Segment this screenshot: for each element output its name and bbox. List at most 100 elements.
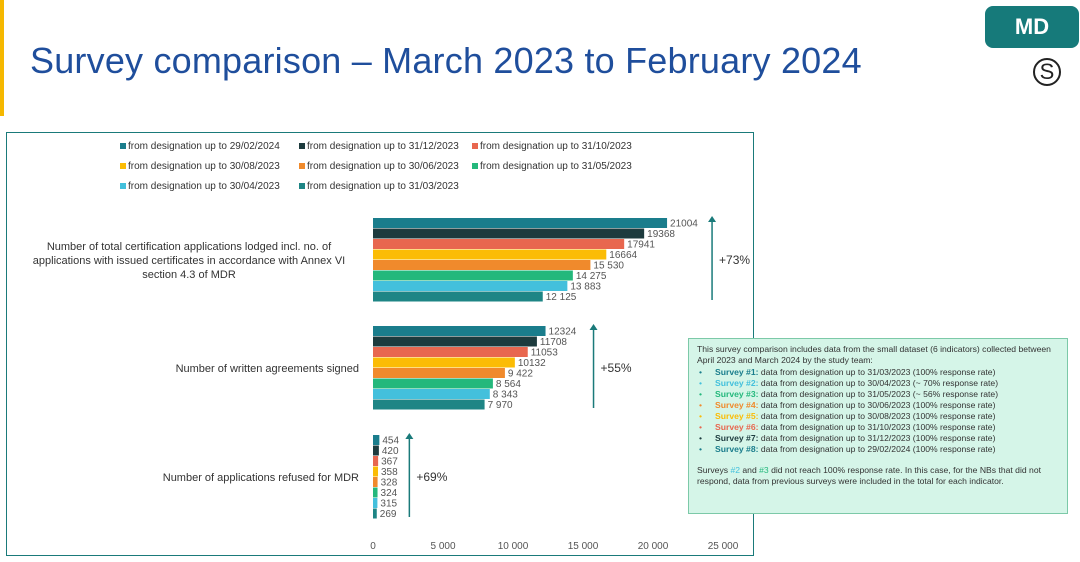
legend-label: from designation up to 29/02/2024	[128, 141, 280, 152]
legend-swatch	[472, 143, 478, 149]
bar-value-label: 15 530	[593, 261, 624, 272]
bar	[373, 249, 607, 260]
survey-item: • Survey #3: data from designation up to …	[697, 389, 1059, 400]
survey-item: • Survey #1: data from designation up to …	[697, 367, 1059, 378]
bar	[373, 357, 515, 368]
survey-item: • Survey #5: data from designation up to …	[697, 411, 1059, 422]
footer-survey-3: #3	[759, 465, 769, 475]
survey-text: data from designation up to 30/08/2023 (…	[758, 411, 996, 421]
bar-value-label: 10132	[518, 358, 546, 369]
bar-value-label: 12 125	[546, 292, 577, 303]
footer-survey-2: #2	[730, 465, 740, 475]
legend-label: from designation up to 31/12/2023	[307, 141, 459, 152]
legend-swatch	[120, 183, 126, 189]
x-tick-label: 0	[370, 541, 376, 552]
survey-name: Survey #6:	[715, 422, 759, 432]
survey-name: Survey #4:	[715, 400, 759, 410]
bar-value-label: 11053	[531, 348, 559, 359]
bullet: •	[699, 433, 703, 443]
bullet: •	[699, 422, 703, 432]
legend-label: from designation up to 31/05/2023	[480, 161, 632, 172]
category-label: applications with issued certificates in…	[33, 255, 345, 267]
bar	[373, 326, 546, 336]
survey-text: data from designation up to 29/02/2024 (…	[758, 444, 996, 454]
bar	[373, 399, 485, 410]
survey-name: Survey #8:	[715, 444, 759, 454]
bar-value-label: 8 564	[496, 379, 521, 390]
legend-label: from designation up to 30/08/2023	[128, 161, 280, 172]
bar	[373, 347, 528, 357]
page-title: Survey comparison – March 2023 to Februa…	[30, 40, 862, 81]
survey-name: Survey #1:	[715, 367, 759, 377]
legend-swatch	[299, 143, 305, 149]
survey-item: • Survey #6: data from designation up to …	[697, 422, 1059, 433]
accent-bar	[0, 0, 4, 116]
bullet: •	[699, 444, 703, 454]
bar	[373, 487, 378, 498]
legend-label: from designation up to 31/10/2023	[480, 141, 632, 152]
growth-arrow-head	[589, 324, 598, 330]
category-label: Number of written agreements signed	[176, 363, 359, 375]
survey-name: Survey #7:	[715, 433, 759, 443]
growth-label: +55%	[601, 361, 632, 375]
bar-value-label: 7 970	[488, 400, 513, 411]
x-tick-label: 5 000	[430, 541, 455, 552]
bar	[373, 239, 625, 249]
chart-frame: from designation up to 29/02/2024 from de…	[6, 132, 754, 556]
x-tick-label: 15 000	[568, 541, 599, 552]
bar	[373, 445, 379, 456]
note-footer: Surveys #2 and #3 did not reach 100% res…	[697, 465, 1059, 487]
bar	[373, 389, 490, 399]
bar-chart: from designation up to 29/02/2024 from de…	[33, 141, 751, 552]
bar-value-label: 269	[380, 509, 397, 520]
bar-value-label: 16664	[609, 250, 637, 261]
survey-item: • Survey #4: data from designation up to …	[697, 400, 1059, 411]
survey-name: Survey #2:	[715, 378, 759, 388]
survey-text: data from designation up to 31/10/2023 (…	[758, 422, 996, 432]
bullet: •	[699, 389, 703, 399]
growth-label: +73%	[719, 253, 750, 267]
x-tick-label: 10 000	[498, 541, 529, 552]
survey-text: data from designation up to 30/04/2023 (…	[758, 378, 999, 388]
bar-value-label: 13 883	[570, 282, 601, 293]
x-tick-label: 25 000	[708, 541, 739, 552]
bar-value-label: 17941	[627, 240, 655, 251]
bullet: •	[699, 367, 703, 377]
bar	[373, 435, 380, 445]
legend-label: from designation up to 31/03/2023	[307, 181, 459, 192]
category-label: section 4.3 of MDR	[142, 269, 236, 281]
bar	[373, 228, 645, 239]
bar	[373, 336, 537, 347]
bar	[373, 218, 668, 228]
survey-text: data from designation up to 31/03/2023 (…	[758, 367, 996, 377]
bar	[373, 260, 591, 270]
bar	[373, 291, 543, 302]
bar-value-label: 315	[380, 499, 397, 510]
survey-text: data from designation up to 30/06/2023 (…	[758, 400, 996, 410]
growth-arrow-head	[708, 216, 717, 222]
bar	[373, 368, 505, 378]
footer-text: and	[740, 465, 760, 475]
bullet: •	[699, 411, 703, 421]
bar-value-label: 328	[381, 478, 398, 489]
survey-name: Survey #5:	[715, 411, 759, 421]
legend-swatch	[299, 183, 305, 189]
growth-arrow-head	[405, 433, 414, 439]
md-badge: MD	[985, 6, 1079, 48]
survey-list: • Survey #1: data from designation up to …	[697, 367, 1059, 455]
bar-value-label: 12324	[549, 327, 577, 338]
bar-value-label: 14 275	[576, 271, 607, 282]
bar	[373, 498, 378, 508]
survey-item: • Survey #7: data from designation up to …	[697, 433, 1059, 444]
bar-value-label: 8 343	[493, 390, 518, 401]
survey-text: data from designation up to 31/05/2023 (…	[758, 389, 999, 399]
bar-value-label: 420	[382, 446, 399, 457]
bar-value-label: 454	[382, 436, 399, 447]
bar-value-label: 11708	[540, 337, 568, 348]
x-tick-label: 20 000	[638, 541, 669, 552]
legend-swatch	[472, 163, 478, 169]
bar	[373, 270, 573, 281]
growth-label: +69%	[416, 470, 447, 484]
survey-note-box: This survey comparison includes data fro…	[688, 338, 1068, 514]
legend-label: from designation up to 30/06/2023	[307, 161, 459, 172]
